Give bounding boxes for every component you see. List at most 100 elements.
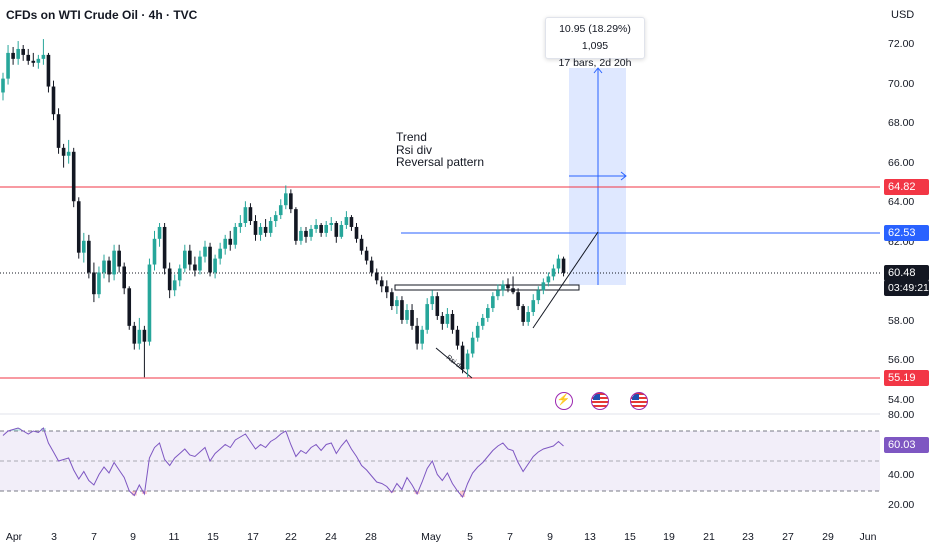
candle-body bbox=[1, 78, 5, 93]
candle-body bbox=[56, 114, 61, 148]
chart-title[interactable]: CFDs on WTI Crude Oil · 4h · TVC bbox=[6, 8, 198, 22]
candle-body bbox=[142, 329, 147, 342]
candle-body bbox=[76, 201, 81, 253]
time-tick-label: 27 bbox=[782, 531, 794, 543]
rsi-pane bbox=[0, 427, 880, 498]
rsi-tick-label: 20.00 bbox=[888, 499, 915, 511]
time-tick-label: 5 bbox=[467, 531, 473, 543]
candle-body bbox=[314, 224, 318, 229]
candle-body bbox=[253, 221, 258, 235]
candle-body bbox=[319, 224, 323, 233]
us-flag-icon[interactable] bbox=[630, 392, 648, 410]
candle-body bbox=[526, 312, 530, 322]
candle-body bbox=[66, 151, 71, 156]
candle-body bbox=[172, 280, 177, 291]
measure-change: 10.95 (18.29%) 1,095 bbox=[559, 23, 631, 52]
candle-body bbox=[299, 230, 303, 241]
candle-body bbox=[97, 272, 101, 295]
candle-body bbox=[112, 250, 116, 275]
candle-body bbox=[304, 230, 308, 237]
candle-body bbox=[450, 313, 455, 330]
position-box[interactable] bbox=[569, 67, 627, 285]
time-tick-label: 3 bbox=[51, 531, 57, 543]
annotation-line: Rsi div bbox=[396, 142, 433, 157]
measure-bars: 17 bars, 2d 20h bbox=[558, 57, 632, 69]
price-tick-label: 54.00 bbox=[888, 394, 915, 406]
rsi-oversold-fill bbox=[131, 491, 137, 496]
price-tick-label: 72.00 bbox=[888, 38, 915, 50]
candle-body bbox=[551, 268, 556, 277]
candle-body bbox=[425, 304, 429, 330]
candle-body bbox=[243, 207, 248, 223]
candle-body bbox=[278, 205, 283, 216]
time-tick-label: May bbox=[421, 531, 441, 543]
candle-body bbox=[385, 286, 389, 293]
neckline-rectangle[interactable] bbox=[394, 284, 580, 291]
candle-body bbox=[228, 238, 233, 245]
candle-body bbox=[480, 317, 485, 326]
candle-body bbox=[344, 217, 349, 225]
candle-body bbox=[31, 60, 36, 63]
candle-body bbox=[430, 296, 435, 305]
candle-body bbox=[536, 290, 541, 301]
price-tick-label: 58.00 bbox=[888, 314, 915, 327]
time-tick-label: 11 bbox=[168, 531, 180, 543]
rsi-oversold-fill bbox=[460, 491, 466, 497]
candle-body bbox=[369, 260, 374, 273]
candle-body bbox=[26, 54, 31, 61]
candle-body bbox=[496, 290, 500, 297]
trend-line[interactable] bbox=[532, 231, 599, 329]
time-tick-label: Jun bbox=[859, 531, 877, 543]
candle-body bbox=[177, 268, 182, 281]
candle-body bbox=[238, 223, 243, 227]
rsi-line bbox=[2, 427, 564, 498]
candle-body bbox=[183, 250, 187, 269]
candle-body bbox=[71, 151, 76, 202]
candle-body bbox=[198, 256, 202, 271]
rsi-band bbox=[0, 431, 880, 491]
candle-body bbox=[167, 268, 172, 291]
candle-body bbox=[162, 226, 167, 269]
candle-body bbox=[193, 264, 197, 271]
time-tick-label: 22 bbox=[285, 531, 297, 543]
support-price-tag: 55.19 bbox=[884, 370, 929, 386]
candle-body bbox=[470, 337, 475, 354]
candle-body bbox=[289, 193, 293, 210]
candle-body bbox=[329, 223, 334, 225]
candle-body bbox=[157, 226, 162, 239]
annotation-text[interactable]: Trend Rsi div Reversal pattern bbox=[396, 131, 484, 169]
candle-body bbox=[127, 288, 132, 326]
candle-body bbox=[445, 313, 450, 324]
time-tick-label: 28 bbox=[365, 531, 377, 543]
divergence-line[interactable] bbox=[435, 347, 473, 379]
us-flag-icon[interactable] bbox=[591, 392, 609, 410]
candle-body bbox=[21, 48, 25, 55]
candle-body bbox=[364, 250, 369, 261]
candle-body bbox=[273, 215, 278, 222]
currency-label[interactable]: USD bbox=[891, 9, 915, 21]
time-tick-label: 29 bbox=[822, 531, 834, 543]
bolt-icon[interactable]: ⚡ bbox=[555, 392, 573, 410]
candle-body bbox=[379, 280, 384, 287]
measure-arrow-head-right bbox=[620, 171, 627, 181]
candle-body bbox=[521, 306, 525, 322]
measure-arrow-head-up bbox=[593, 67, 603, 74]
candle-body bbox=[268, 221, 273, 233]
candle-body bbox=[188, 250, 192, 265]
time-tick-label: 9 bbox=[547, 531, 553, 543]
annotation-line: Trend bbox=[396, 130, 427, 144]
candle-body bbox=[324, 224, 328, 233]
candle-body bbox=[208, 246, 212, 273]
candles bbox=[1, 39, 566, 378]
candle-body bbox=[309, 228, 313, 237]
current-price-tag: 60.48 bbox=[884, 265, 929, 281]
candle-body bbox=[561, 258, 566, 273]
candle-body bbox=[258, 226, 263, 235]
bar-countdown-timer: 03:49:21 bbox=[884, 280, 929, 296]
candle-body bbox=[501, 284, 505, 291]
candle-body bbox=[531, 300, 536, 312]
candle-body bbox=[491, 296, 495, 309]
candle-body bbox=[400, 300, 404, 320]
rsi-overbought-fill bbox=[10, 429, 16, 431]
